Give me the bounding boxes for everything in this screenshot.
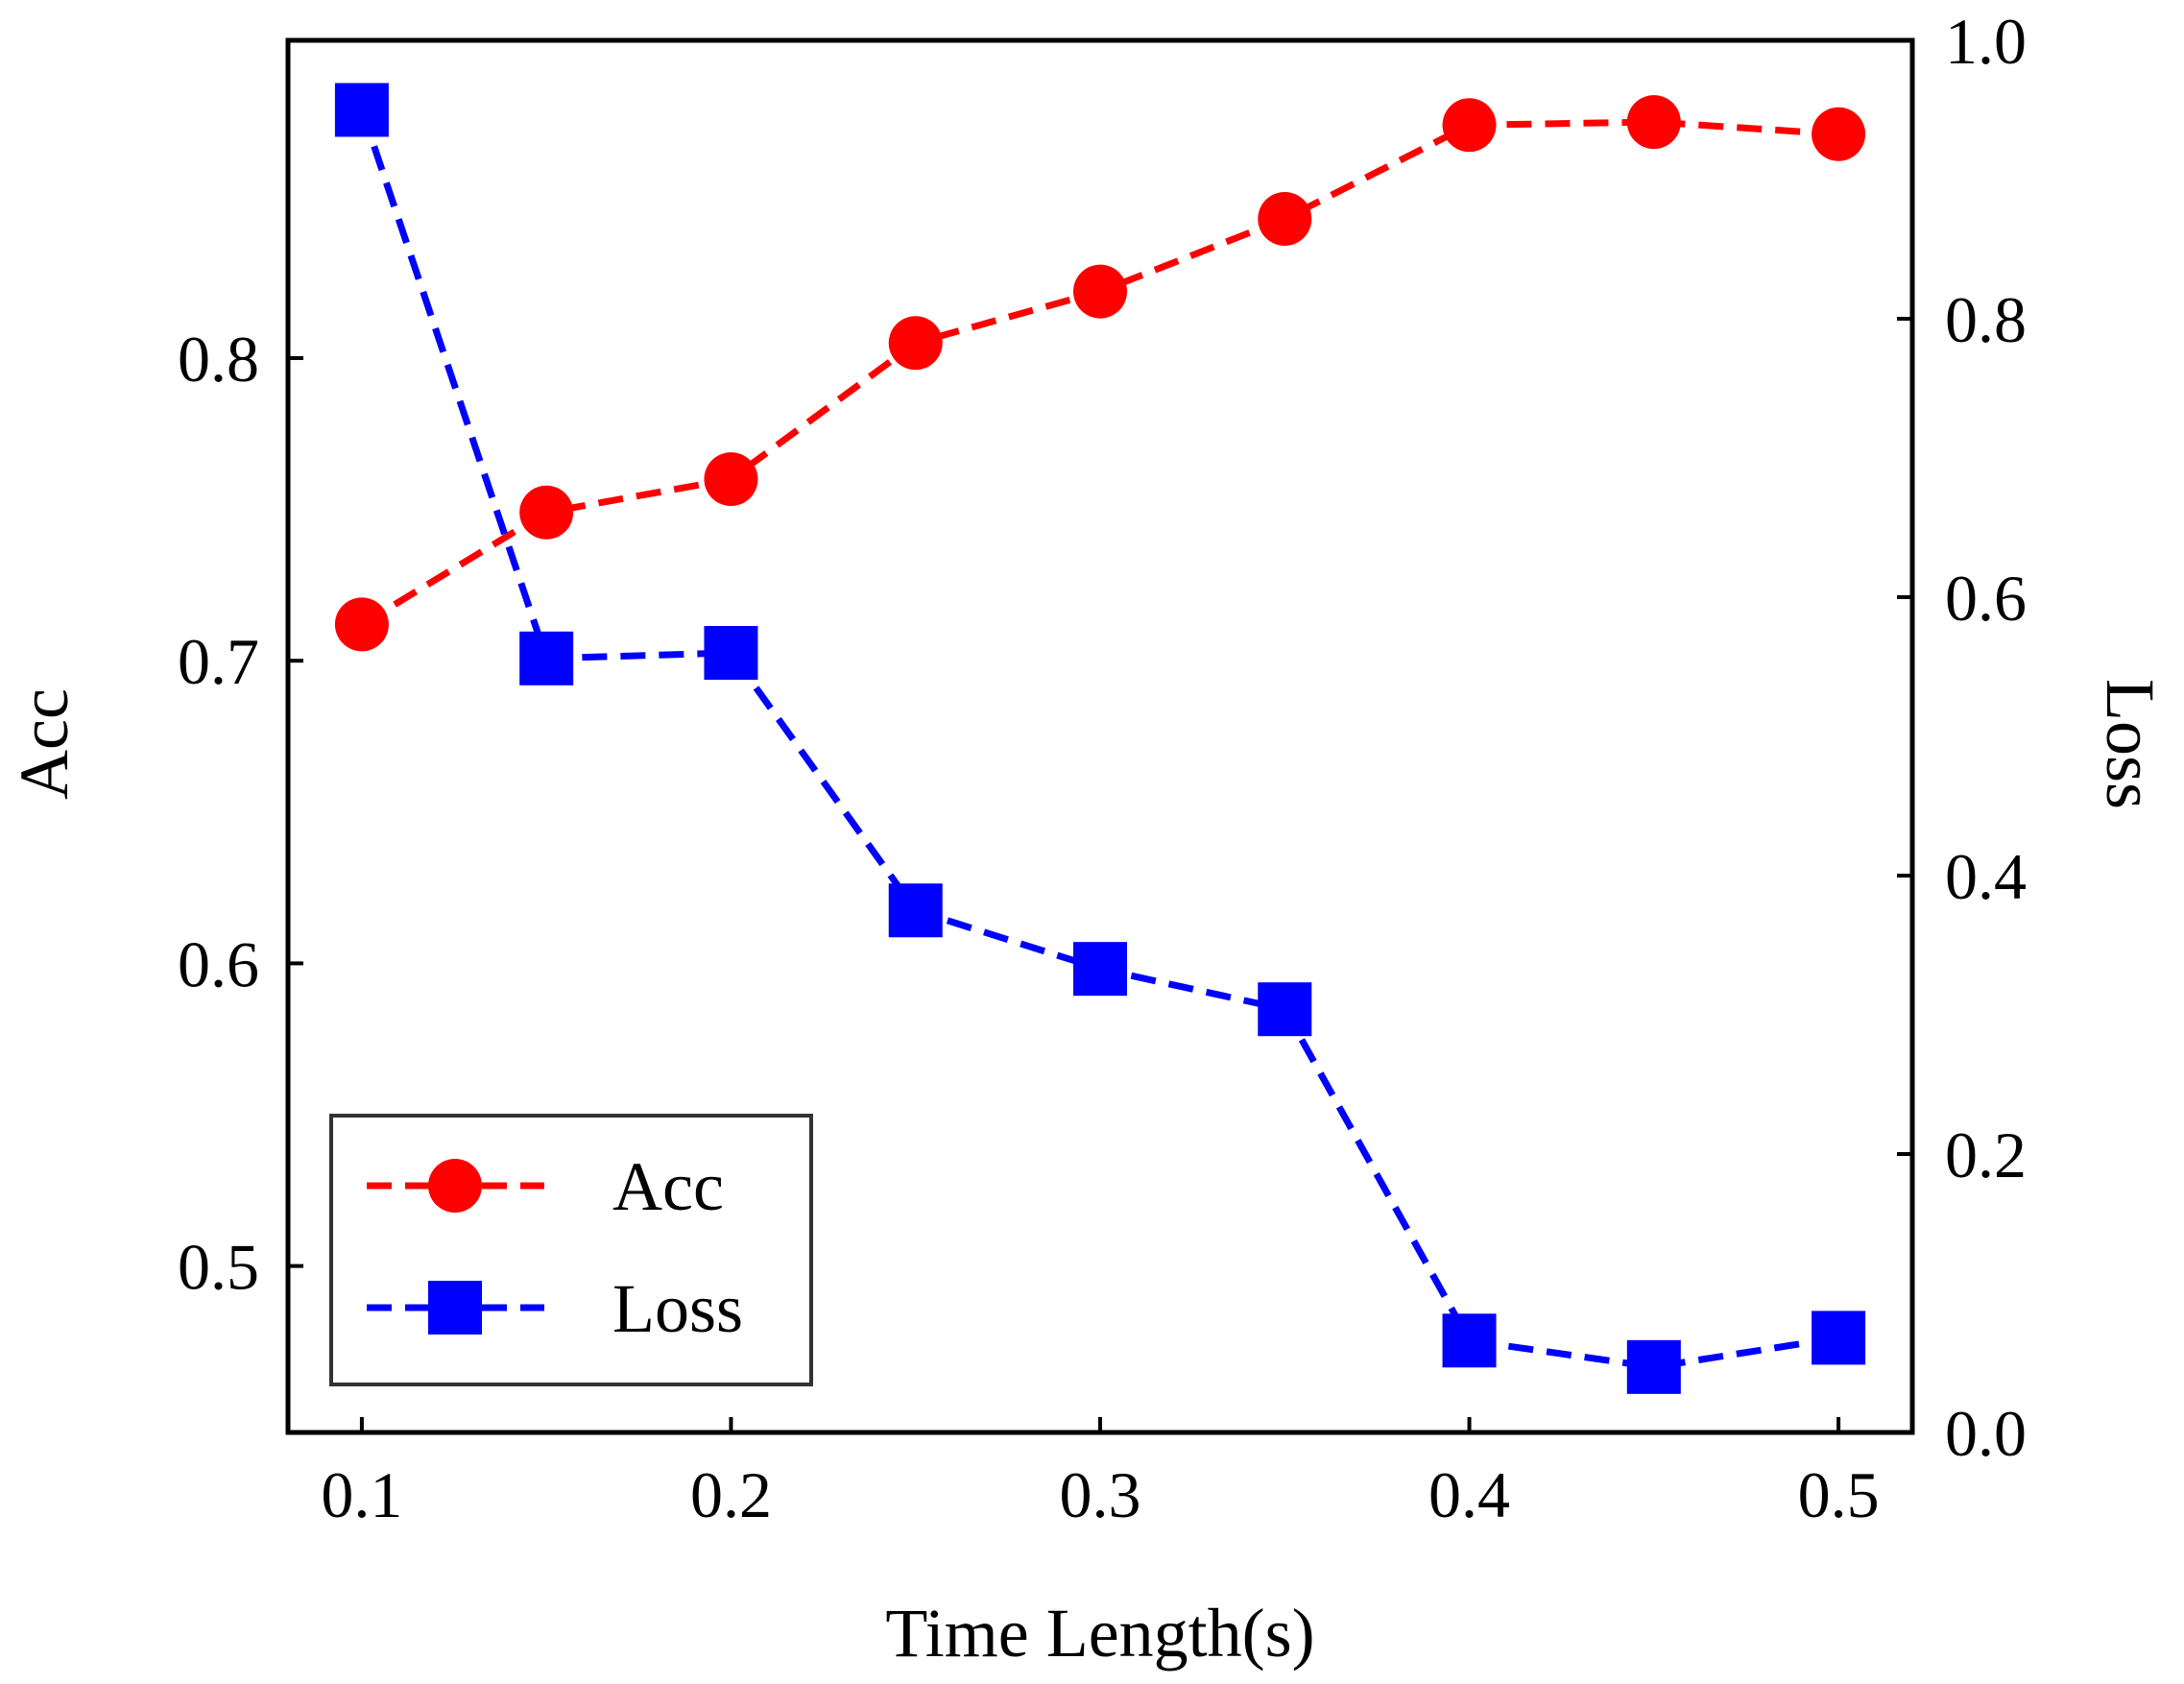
acc-point xyxy=(1073,264,1127,319)
legend-acc-marker xyxy=(428,1159,482,1213)
right-tick-label: 0.2 xyxy=(1945,1119,2027,1191)
x-tick-label: 0.5 xyxy=(1798,1458,1880,1531)
legend: Acc Loss xyxy=(329,1114,813,1386)
legend-box xyxy=(329,1114,813,1386)
loss-point xyxy=(1626,1339,1681,1394)
acc-point xyxy=(334,597,389,652)
x-tick-label: 0.4 xyxy=(1428,1458,1510,1531)
loss-point xyxy=(704,626,758,680)
right-tick-label: 0.0 xyxy=(1945,1397,2027,1470)
loss-point xyxy=(1073,942,1127,997)
right-tick-label: 0.8 xyxy=(1945,283,2027,356)
x-axis-title: Time Length(s) xyxy=(885,1595,1314,1672)
right-tick-label: 0.6 xyxy=(1945,562,2027,635)
loss-point xyxy=(519,631,574,686)
acc-point xyxy=(519,485,574,540)
acc-point xyxy=(888,316,943,371)
legend-loss-marker xyxy=(428,1281,482,1335)
x-tick-label: 0.3 xyxy=(1060,1458,1141,1531)
loss-point xyxy=(1442,1313,1497,1368)
loss-point xyxy=(888,883,943,938)
series-layer xyxy=(334,83,1866,1394)
right-tick-label: 1.0 xyxy=(1945,5,2027,78)
acc-point xyxy=(1626,95,1681,150)
acc-point xyxy=(1812,107,1866,161)
left-tick-label: 0.8 xyxy=(178,323,259,396)
acc-point xyxy=(1442,98,1497,153)
left-tick-label: 0.6 xyxy=(178,927,259,1000)
right-tick-label: 0.4 xyxy=(1945,840,2027,913)
left-axis-title: Acc xyxy=(6,688,83,800)
left-tick-label: 0.7 xyxy=(178,625,259,698)
x-tick-label: 0.2 xyxy=(690,1458,772,1531)
x-tick-label: 0.1 xyxy=(321,1458,402,1531)
legend-acc-label: Acc xyxy=(612,1148,724,1225)
ticks-layer: 0.1 0.2 0.3 0.4 0.5 0.5 0.6 0.7 0.8 0.0 0.2 0.4 0.6 0… xyxy=(178,5,2027,1531)
acc-point xyxy=(1258,191,1312,246)
right-axis-title: Loss xyxy=(2092,679,2169,809)
left-tick-label: 0.5 xyxy=(178,1231,259,1304)
legend-loss-label: Loss xyxy=(612,1270,743,1347)
loss-point xyxy=(1258,982,1312,1037)
loss-point xyxy=(334,83,389,137)
loss-point xyxy=(1812,1311,1866,1365)
acc-point xyxy=(704,452,758,507)
